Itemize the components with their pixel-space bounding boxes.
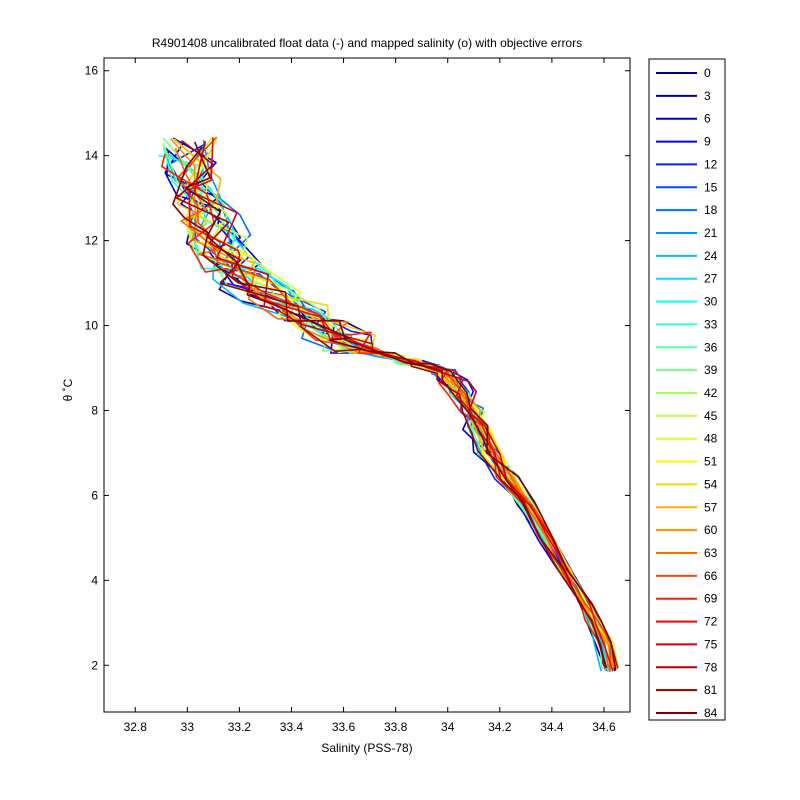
legend-label: 63 (704, 546, 718, 560)
legend-label: 48 (704, 432, 718, 446)
x-tick-label: 33.8 (384, 720, 408, 734)
x-axis: 32.8 33 33.2 33.4 33.6 33.8 34 34.2 34.4 34.6 (124, 58, 616, 734)
legend-label: 54 (704, 477, 718, 491)
legend-label: 15 (704, 180, 718, 194)
x-tick-label: 34 (441, 720, 455, 734)
legend-label: 75 (704, 637, 718, 651)
y-tick-label: 2 (91, 658, 98, 672)
legend-label: 72 (704, 615, 718, 629)
legend-items: 0369121518212427303336394245485154576063… (656, 66, 718, 720)
legend-label: 60 (704, 523, 718, 537)
x-tick-label: 34.6 (592, 720, 616, 734)
legend-label: 27 (704, 272, 718, 286)
y-axis: 2 4 6 8 10 12 14 16 (85, 64, 630, 672)
y-tick-label: 4 (91, 573, 98, 587)
legend-label: 42 (704, 386, 718, 400)
legend-label: 81 (704, 683, 718, 697)
legend-label: 69 (704, 592, 718, 606)
legend-label: 6 (704, 112, 711, 126)
legend-label: 24 (704, 249, 718, 263)
x-tick-label: 33.4 (280, 720, 304, 734)
profile-line (184, 141, 617, 671)
profile-line (175, 139, 606, 668)
x-tick-label: 32.8 (124, 720, 148, 734)
y-tick-label: 8 (91, 403, 98, 417)
y-tick-label: 10 (85, 319, 99, 333)
y-tick-label: 16 (85, 64, 99, 78)
legend-label: 84 (704, 706, 718, 720)
profiles (158, 136, 620, 673)
legend-label: 30 (704, 295, 718, 309)
legend-label: 9 (704, 135, 711, 149)
x-tick-label: 33.2 (228, 720, 252, 734)
x-tick-label: 33.6 (332, 720, 356, 734)
legend-label: 66 (704, 569, 718, 583)
legend-label: 0 (704, 66, 711, 80)
y-tick-label: 6 (91, 488, 98, 502)
plot-area-frame (103, 57, 631, 713)
y-tick-label: 14 (85, 149, 99, 163)
legend: 0369121518212427303336394245485154576063… (648, 58, 726, 721)
legend-label: 51 (704, 455, 718, 469)
legend-label: 18 (704, 203, 718, 217)
legend-frame (648, 58, 726, 721)
x-tick-label: 34.2 (488, 720, 512, 734)
legend-label: 36 (704, 340, 718, 354)
legend-label: 57 (704, 500, 718, 514)
legend-label: 39 (704, 363, 718, 377)
legend-label: 78 (704, 660, 718, 674)
legend-label: 21 (704, 226, 718, 240)
legend-label: 3 (704, 89, 711, 103)
x-axis-label: Salinity (PSS-78) (321, 741, 412, 755)
x-tick-label: 33 (181, 720, 195, 734)
profile-line (172, 146, 608, 669)
x-tick-label: 34.4 (540, 720, 564, 734)
chart-title: R4901408 uncalibrated float data (-) and… (152, 36, 582, 50)
y-axis-label: θ ˚C (61, 378, 75, 401)
legend-label: 45 (704, 409, 718, 423)
y-tick-label: 12 (85, 234, 99, 248)
legend-label: 12 (704, 157, 718, 171)
legend-label: 33 (704, 317, 718, 331)
profile-line (188, 137, 614, 672)
